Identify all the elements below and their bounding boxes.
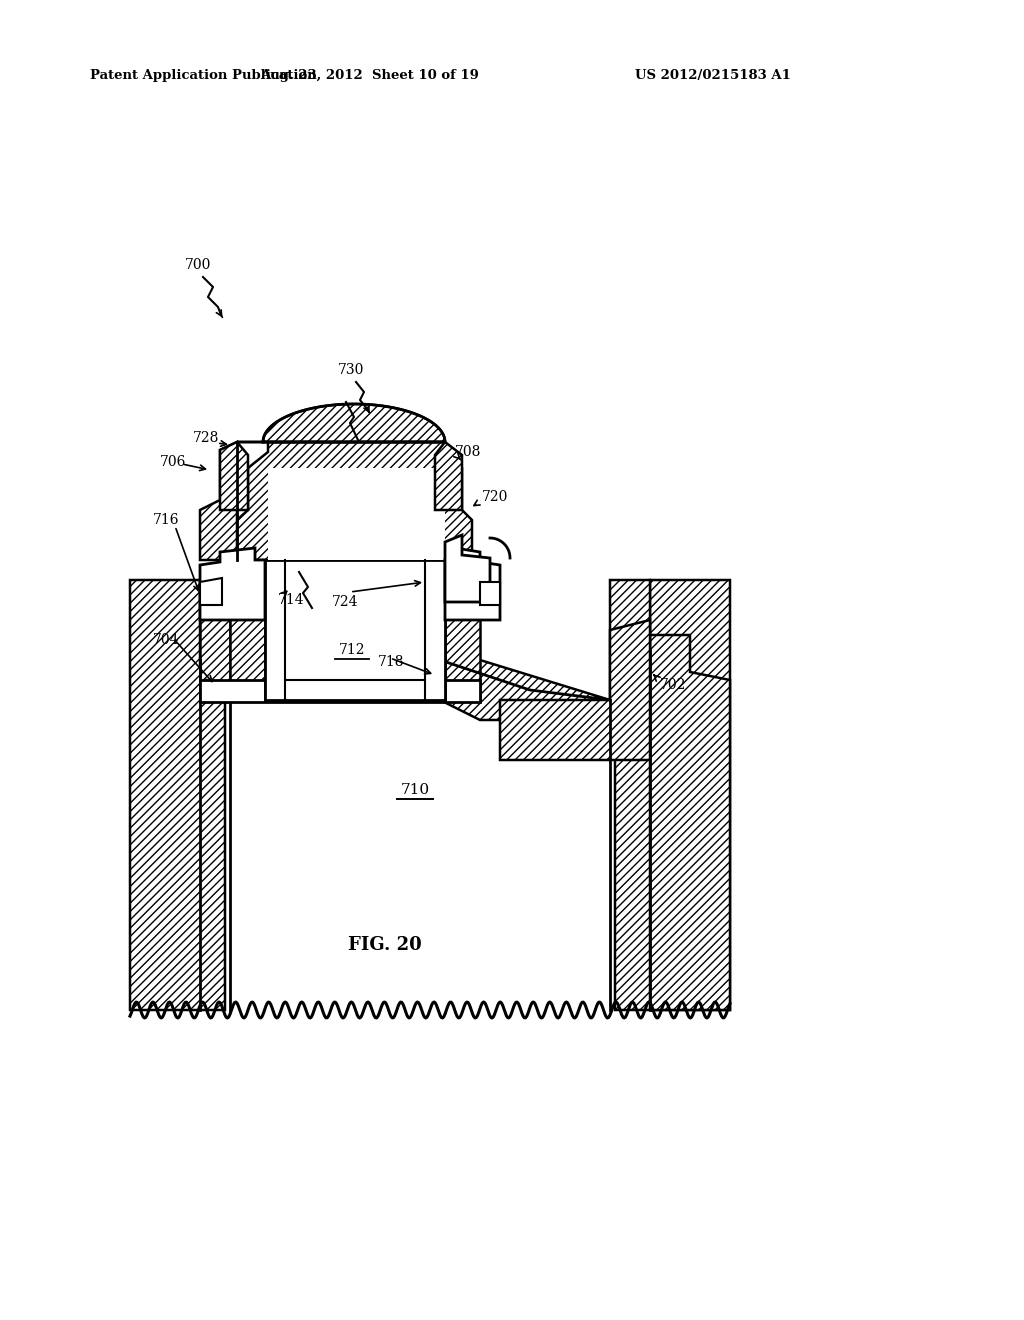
Polygon shape	[615, 579, 730, 1010]
Polygon shape	[220, 442, 248, 510]
Polygon shape	[285, 680, 440, 700]
Text: 704: 704	[153, 634, 179, 647]
Text: Patent Application Publication: Patent Application Publication	[90, 69, 316, 82]
Polygon shape	[445, 560, 480, 700]
Text: 714: 714	[278, 593, 304, 607]
Polygon shape	[265, 560, 445, 700]
Polygon shape	[130, 579, 225, 1010]
Polygon shape	[500, 620, 650, 760]
Text: FIG. 20: FIG. 20	[348, 936, 422, 954]
Polygon shape	[230, 560, 265, 700]
Polygon shape	[230, 700, 610, 1010]
Text: 728: 728	[193, 432, 219, 445]
Text: US 2012/0215183 A1: US 2012/0215183 A1	[635, 69, 791, 82]
Polygon shape	[200, 442, 237, 560]
Polygon shape	[445, 535, 490, 602]
Polygon shape	[268, 469, 445, 560]
Polygon shape	[440, 660, 610, 719]
Polygon shape	[435, 442, 462, 510]
Text: 710: 710	[400, 783, 429, 797]
Polygon shape	[200, 680, 480, 702]
Polygon shape	[200, 548, 265, 620]
Polygon shape	[480, 582, 500, 605]
Text: 716: 716	[153, 513, 179, 527]
Polygon shape	[237, 404, 445, 442]
Polygon shape	[200, 579, 230, 700]
Text: 708: 708	[455, 445, 481, 459]
Polygon shape	[650, 635, 730, 1010]
Text: 706: 706	[160, 455, 186, 469]
Text: 700: 700	[185, 257, 211, 272]
Polygon shape	[200, 578, 222, 605]
Text: 702: 702	[660, 678, 686, 692]
Text: 720: 720	[482, 490, 508, 504]
Text: 718: 718	[378, 655, 404, 669]
Polygon shape	[610, 579, 650, 700]
Text: 724: 724	[332, 595, 358, 609]
Polygon shape	[445, 548, 500, 620]
Text: Aug. 23, 2012  Sheet 10 of 19: Aug. 23, 2012 Sheet 10 of 19	[260, 69, 479, 82]
Text: 730: 730	[338, 363, 365, 378]
Text: 712: 712	[339, 643, 366, 657]
Polygon shape	[237, 442, 472, 560]
